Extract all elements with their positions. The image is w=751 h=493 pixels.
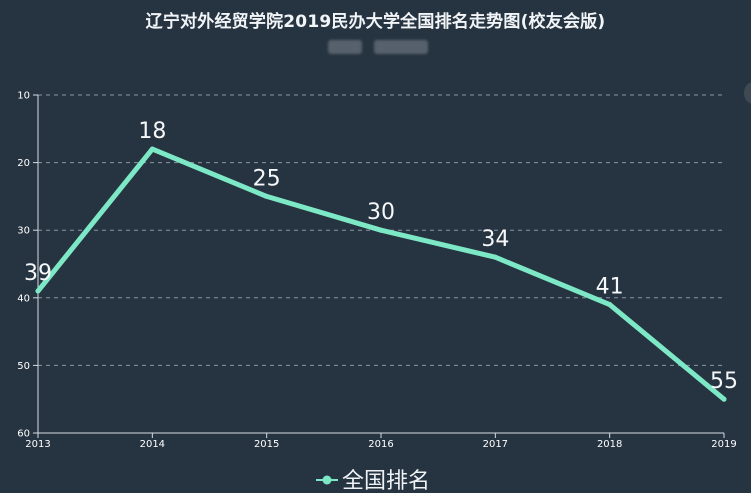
data-point xyxy=(492,254,498,260)
x-tick-label: 2016 xyxy=(368,439,393,450)
x-tick-label: 2019 xyxy=(711,439,736,450)
y-axis-ticks: 10 20 30 40 50 60 xyxy=(17,91,38,440)
series-lines xyxy=(35,146,727,402)
data-label: 25 xyxy=(253,166,281,191)
redacted-subtitle xyxy=(328,40,428,55)
y-tick-label: 40 xyxy=(17,293,30,304)
data-labels: 39 18 25 30 34 41 55 xyxy=(24,119,738,394)
x-tick-label: 2015 xyxy=(254,439,279,450)
x-tick-label: 2018 xyxy=(597,439,622,450)
y-tick-label: 20 xyxy=(17,158,30,169)
data-label: 55 xyxy=(710,369,738,394)
chart-title: 辽宁对外经贸学院2019民办大学全国排名走势图(校友会版) xyxy=(145,12,606,32)
data-point xyxy=(264,193,270,199)
x-tick-label: 2014 xyxy=(140,439,165,450)
data-point xyxy=(35,288,41,294)
x-tick-label: 2013 xyxy=(25,439,50,450)
legend[interactable]: 全国排名 xyxy=(316,469,430,493)
data-point xyxy=(378,227,384,233)
redacted-text-block xyxy=(328,40,362,54)
x-tick-label: 2017 xyxy=(483,439,508,450)
data-label: 30 xyxy=(367,200,395,225)
redacted-text-block xyxy=(374,40,428,54)
legend-marker xyxy=(322,475,332,485)
y-tick-label: 30 xyxy=(17,226,30,237)
data-label: 34 xyxy=(481,227,509,252)
data-label: 41 xyxy=(596,275,624,300)
axes xyxy=(37,95,724,434)
data-point xyxy=(607,302,613,308)
x-axis-ticks: 2013 2014 2015 2016 2017 2018 2019 xyxy=(25,433,737,450)
grid-lines xyxy=(38,94,724,366)
data-label: 18 xyxy=(138,119,166,144)
data-point xyxy=(149,146,155,152)
toolbox-button[interactable] xyxy=(744,82,751,104)
data-label: 39 xyxy=(24,261,52,286)
y-tick-label: 60 xyxy=(17,429,30,440)
y-tick-label: 50 xyxy=(17,361,30,372)
y-tick-label: 10 xyxy=(17,91,30,102)
legend-label: 全国排名 xyxy=(342,469,430,493)
data-point xyxy=(721,396,727,402)
